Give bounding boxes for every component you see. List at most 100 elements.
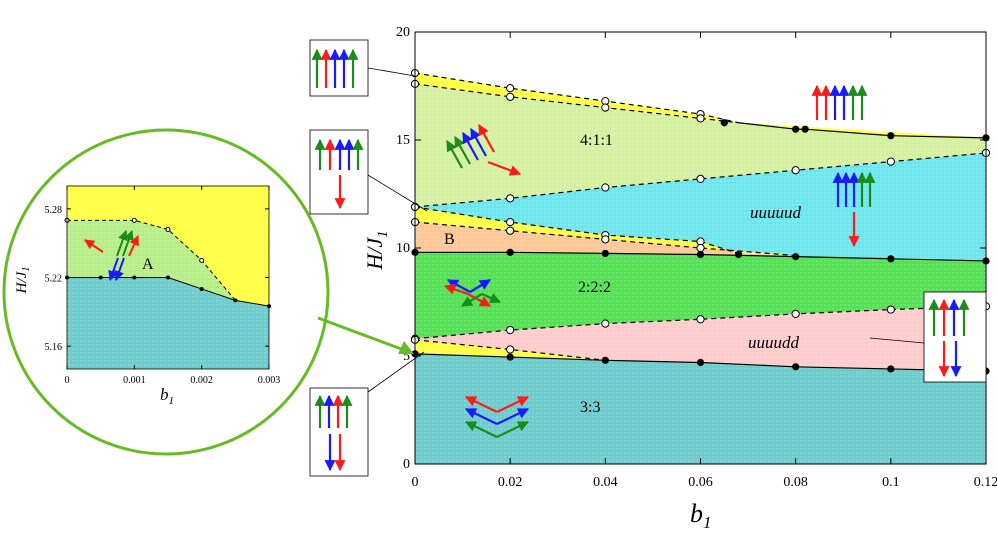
x-tick-label: 0.08: [783, 475, 808, 490]
open-marker: [696, 174, 705, 183]
filled-marker: [801, 125, 809, 133]
x-tick-label: 0.002: [190, 375, 213, 386]
open-marker: [791, 166, 800, 175]
boundary-top-dashed: [67, 219, 236, 301]
callout-box-right: [869, 291, 987, 383]
inset-xlabel: b1: [160, 385, 174, 407]
main-regions: [415, 32, 986, 464]
region-label-33: 3:3: [580, 399, 600, 416]
open-marker: [131, 217, 137, 223]
x-tick-label: 0.04: [593, 475, 618, 490]
filled-marker: [792, 363, 800, 371]
y-tick-label: 0: [403, 457, 410, 472]
zoom-connector-head: [398, 341, 414, 354]
filled-marker: [696, 358, 705, 367]
filled-marker: [601, 249, 609, 257]
filled-marker: [132, 275, 137, 280]
spin-arrows-uuuuud: [832, 171, 876, 248]
arrow-red: [487, 160, 522, 176]
arrow-red: [465, 396, 498, 413]
region-label-222: 2:2:2: [578, 279, 611, 296]
open-marker: [165, 226, 171, 232]
region-label-b: B: [444, 231, 455, 248]
region-33-texture: [415, 353, 986, 464]
arrow-blue: [462, 132, 479, 161]
open-marker: [791, 309, 800, 318]
open-marker: [601, 319, 610, 328]
filled-marker: [166, 275, 170, 280]
open-marker: [696, 114, 705, 123]
filled-marker: [887, 255, 895, 263]
callout-leader: [869, 337, 925, 344]
open-marker: [886, 157, 895, 166]
open-marker: [696, 315, 705, 324]
main-ylabel: H/J1: [362, 230, 391, 270]
inset-ylabel: H/J1: [14, 267, 32, 295]
y-tick-label: 5.28: [45, 205, 63, 216]
x-tick-label: 0.003: [258, 375, 281, 386]
arrow-green: [446, 140, 463, 169]
arrow-red: [478, 124, 495, 153]
arrow-blue: [496, 408, 529, 425]
filled-marker: [792, 253, 800, 261]
open-marker: [601, 103, 610, 112]
filled-marker: [506, 248, 514, 256]
spin-arrows-222: [443, 279, 502, 307]
filled-marker: [792, 125, 800, 133]
region-label-uuuuud: uuuuud: [750, 203, 802, 222]
y-tick-label: 20: [396, 25, 410, 40]
arrow-red: [496, 396, 529, 413]
spin-arrows-33: [465, 396, 529, 438]
arrow-green: [454, 136, 471, 165]
inset-y-ticks: 5.16 5.22 5.28: [45, 205, 269, 353]
region-label-uuuudd: uuuudd: [748, 333, 800, 352]
filled-marker: [601, 356, 609, 364]
callout-box-bottom: [309, 351, 425, 477]
callout-leader: [367, 351, 425, 393]
x-tick-label: 0: [412, 475, 419, 490]
x-tick-label: 0.001: [123, 375, 146, 386]
region-label-411: 4:1:1: [580, 132, 613, 149]
arrow-blue: [470, 128, 487, 157]
inset-x-ticks: 0 0.001 0.002 0.003: [65, 186, 281, 386]
filled-marker: [734, 250, 743, 259]
open-marker: [506, 345, 515, 354]
inset-spin-arrows: [84, 230, 139, 281]
open-marker: [506, 325, 515, 335]
arrow-blue: [469, 279, 491, 293]
open-marker: [506, 84, 515, 93]
callout-box-top: [309, 39, 416, 97]
zoom-connector: [317, 316, 414, 354]
callout-frame: [309, 39, 369, 97]
inset-markers: [64, 217, 271, 309]
saturated-spin-arrows: [811, 84, 868, 120]
boundary-a-upper-dashed: [415, 339, 606, 361]
x-tick-label: 0.12: [974, 475, 997, 490]
y-tick-label: 15: [396, 133, 410, 148]
x-tick-label: 0.06: [688, 475, 713, 490]
callout-leader: [367, 174, 428, 212]
open-marker: [506, 194, 515, 203]
filled-marker: [233, 298, 238, 303]
filled-marker: [696, 250, 705, 259]
region-label-a: A: [142, 256, 154, 273]
open-marker: [696, 243, 705, 253]
open-marker: [506, 92, 515, 101]
callout-box-middle: [309, 129, 428, 215]
arrow-red: [443, 284, 469, 296]
region-uuuudd-texture: [415, 306, 986, 372]
y-tick-label: 10: [396, 241, 410, 256]
arrow-blue: [465, 408, 498, 425]
x-tick-label: 0.02: [498, 475, 523, 490]
x-tick-label: 0.1: [882, 475, 900, 490]
main-x-ticks: 0 0.02 0.04 0.06 0.08 0.1 0.12: [412, 32, 997, 490]
arrow-blue: [108, 257, 119, 281]
main-plot: 0 0.02 0.04 0.06 0.08 0.1 0.12 0 5 10 15 20 b1 H/J…: [362, 25, 997, 532]
arrow-red: [467, 293, 491, 307]
arrow-green: [465, 421, 498, 438]
zoom-connector-line: [317, 316, 405, 352]
open-marker: [601, 183, 610, 192]
arrow-red: [84, 239, 104, 253]
inset-zoom: 0 0.001 0.002 0.003 5.16 5.22 5.28 b1 H/J1 A: [2, 128, 330, 456]
